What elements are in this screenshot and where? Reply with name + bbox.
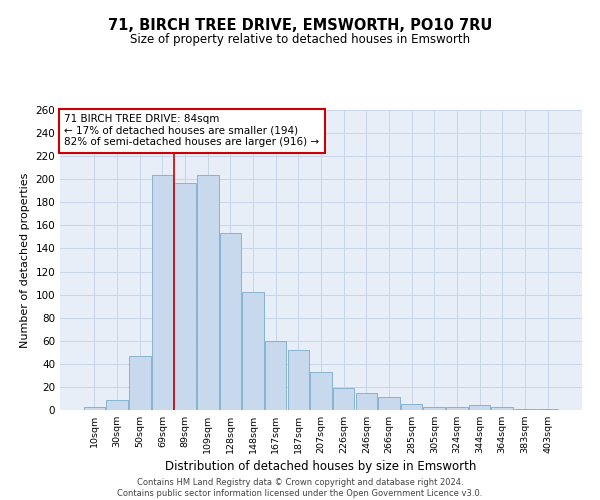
X-axis label: Distribution of detached houses by size in Emsworth: Distribution of detached houses by size … [166,460,476,473]
Bar [106,400,128,410]
Bar [446,406,467,410]
Bar [537,409,558,410]
Bar [287,350,309,410]
Bar [310,372,332,410]
Text: Size of property relative to detached houses in Emsworth: Size of property relative to detached ho… [130,32,470,46]
Bar [491,406,513,410]
Bar [401,404,422,410]
Bar [333,388,355,410]
Bar [424,406,445,410]
Bar [356,392,377,410]
Bar [84,406,105,410]
Bar [197,174,218,410]
Bar [152,174,173,410]
Text: 71 BIRCH TREE DRIVE: 84sqm
← 17% of detached houses are smaller (194)
82% of sem: 71 BIRCH TREE DRIVE: 84sqm ← 17% of deta… [64,114,319,148]
Bar [129,356,151,410]
Text: 71, BIRCH TREE DRIVE, EMSWORTH, PO10 7RU: 71, BIRCH TREE DRIVE, EMSWORTH, PO10 7RU [108,18,492,32]
Bar [175,182,196,410]
Bar [220,234,241,410]
Y-axis label: Number of detached properties: Number of detached properties [20,172,30,348]
Bar [469,406,490,410]
Bar [378,398,400,410]
Bar [242,292,264,410]
Bar [514,409,536,410]
Text: Contains HM Land Registry data © Crown copyright and database right 2024.
Contai: Contains HM Land Registry data © Crown c… [118,478,482,498]
Bar [265,341,286,410]
